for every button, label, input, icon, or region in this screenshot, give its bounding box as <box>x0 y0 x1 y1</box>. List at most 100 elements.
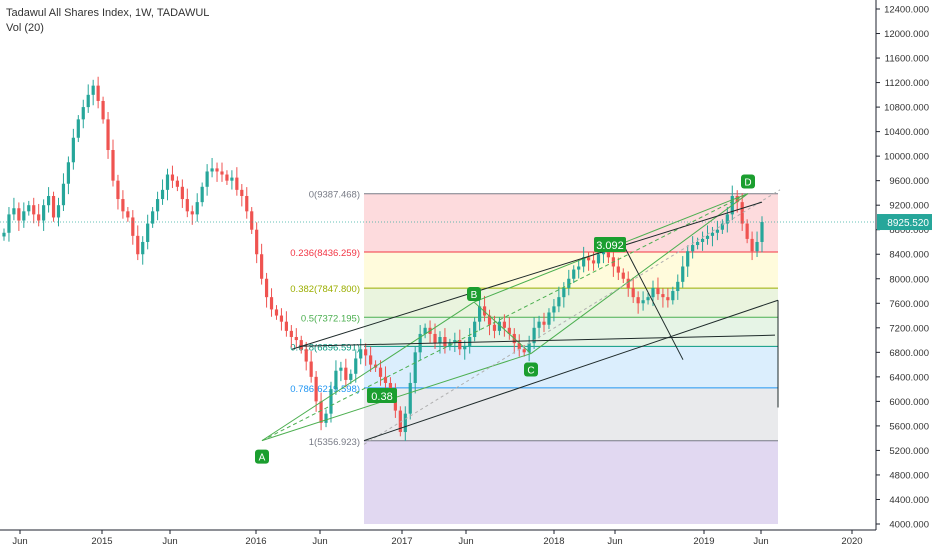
candle-body <box>413 352 417 383</box>
lower-channel-line <box>363 299 779 442</box>
candle <box>2 228 6 241</box>
ratio-badge <box>367 388 397 403</box>
candle <box>151 207 155 228</box>
candle <box>552 298 556 322</box>
candle-body <box>492 324 497 331</box>
time-axis[interactable]: Jun 2015 Jun 2016 Jun 2017 Jun 2018 Jun 2019 Jun 20… <box>0 529 876 547</box>
candle-body <box>151 211 155 224</box>
fib-level-label-3: 0.5(7372.195) <box>301 313 360 324</box>
candle-body <box>388 382 393 393</box>
trendlines[interactable] <box>261 189 781 445</box>
candle <box>215 162 219 182</box>
fib-zone-3 <box>364 317 778 347</box>
time-tick-label: Jun <box>12 536 27 547</box>
candle-body <box>383 376 388 383</box>
price-tick-label: 5600.000 <box>889 421 929 432</box>
candle-body <box>557 297 561 307</box>
price-tick-label: 10000.000 <box>884 152 929 163</box>
candle <box>720 219 724 235</box>
candle-body <box>260 254 264 279</box>
candle-body <box>398 410 402 433</box>
candle-body <box>255 229 259 255</box>
fib-zone-0 <box>364 193 778 253</box>
ratio-text: 0.38 <box>371 391 392 403</box>
pattern-point-badge <box>255 449 269 464</box>
time-tick-label: 2019 <box>693 536 714 547</box>
candle <box>220 162 224 182</box>
candle-body <box>527 343 531 353</box>
candle <box>740 193 744 231</box>
candle <box>250 207 254 235</box>
candle <box>269 288 274 317</box>
candle <box>398 406 402 437</box>
candle <box>91 79 95 106</box>
candle-body <box>319 401 323 423</box>
pattern-point-b: B <box>467 287 481 302</box>
candle-body <box>141 241 145 255</box>
price-tick-label: 6000.000 <box>889 397 929 408</box>
time-tick-label: 2017 <box>391 536 412 547</box>
candle-body <box>32 205 36 215</box>
candle <box>116 174 120 210</box>
candle-body <box>334 370 338 390</box>
last-price-badge <box>877 214 932 231</box>
price-tick-label: 9600.000 <box>889 176 929 187</box>
candle <box>37 203 41 227</box>
candle <box>299 335 303 354</box>
candle-body <box>582 257 586 267</box>
candle-body <box>423 327 427 334</box>
candle-body <box>458 340 462 350</box>
candle <box>547 308 551 330</box>
candle-body <box>507 327 511 334</box>
candle-body <box>146 223 150 242</box>
candle-body <box>215 168 219 172</box>
price-axis[interactable]: 12400.000 12000.000 11600.000 11200.000 1080… <box>875 0 932 550</box>
ratio-label: 0.38 <box>367 388 397 403</box>
candle <box>359 338 363 365</box>
candle-body <box>468 337 472 347</box>
candle <box>279 308 284 331</box>
candle <box>66 156 71 195</box>
candle-body <box>463 346 467 350</box>
candle-body <box>131 217 135 236</box>
fib-zone-5 <box>364 387 778 441</box>
candle <box>517 334 521 357</box>
candle-body <box>552 306 556 313</box>
candle-body <box>279 315 284 322</box>
candle-body <box>101 100 105 120</box>
candle-body <box>745 223 749 239</box>
candle-body <box>61 183 66 206</box>
candle-body <box>686 251 690 267</box>
candle <box>686 245 690 277</box>
candle-body <box>547 312 551 325</box>
pattern-point-a: A <box>255 449 269 464</box>
pattern-point-badge <box>741 174 755 189</box>
candle-body <box>403 413 407 433</box>
candle-body <box>532 327 536 344</box>
candle <box>631 277 635 303</box>
candle-body <box>121 199 125 212</box>
candle-body <box>190 211 194 215</box>
fibonacci-retracement[interactable]: 0(9387.468) 0.236(8436.259) 0.382(7847.800… <box>290 190 778 524</box>
horizontal-support-line <box>299 334 776 347</box>
candle-body <box>517 343 521 350</box>
candle <box>636 291 640 314</box>
candle <box>111 139 115 187</box>
price-axis-bg <box>876 0 932 550</box>
candle-body <box>269 297 274 310</box>
price-tick-label: 10400.000 <box>884 127 929 138</box>
candle-body <box>180 186 184 200</box>
candle <box>354 351 358 383</box>
candle-body <box>537 321 541 328</box>
volume-indicator-label[interactable]: Vol (20) <box>6 22 44 34</box>
last-price-label: 8925.520 <box>887 218 929 229</box>
candle-body <box>359 349 363 359</box>
candle <box>42 199 46 231</box>
candle-body <box>329 389 333 414</box>
candle-body <box>46 195 51 206</box>
fib-level-label-6: 1(5356.923) <box>309 437 360 448</box>
ratio-badge <box>594 237 626 252</box>
candle <box>205 164 209 196</box>
candle-body <box>691 245 695 252</box>
